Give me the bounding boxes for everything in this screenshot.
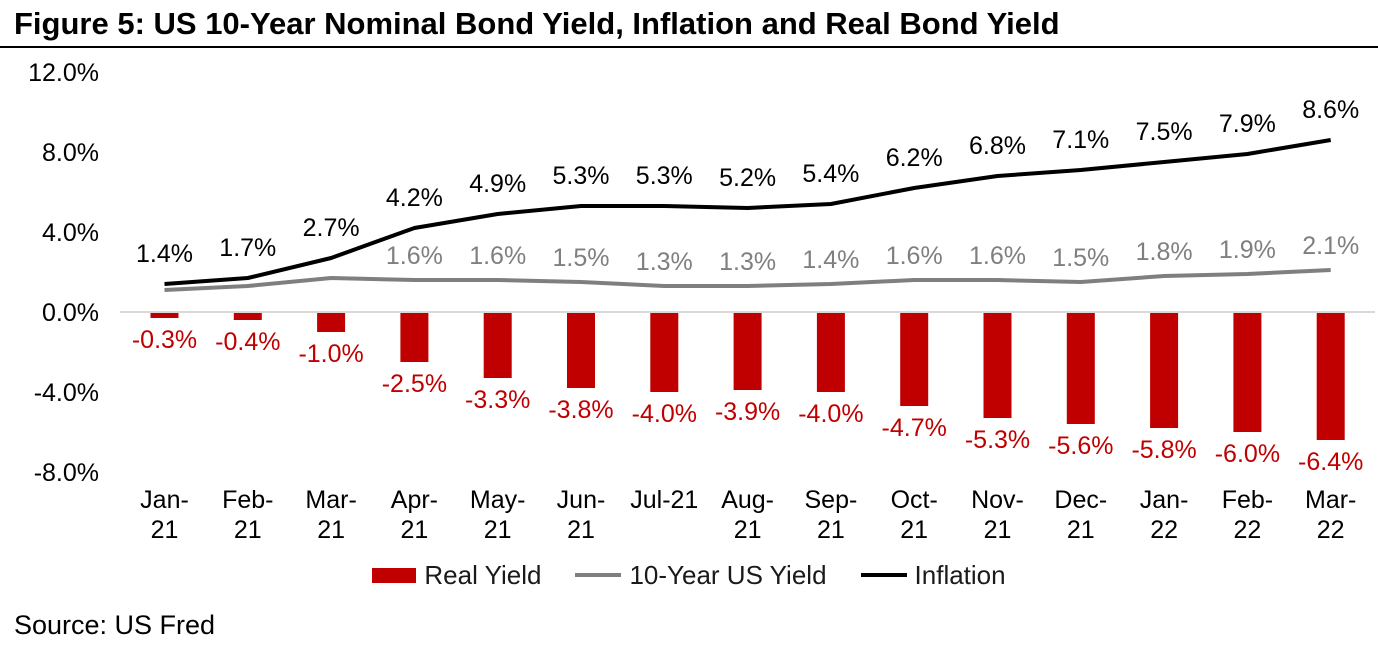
source-caption: Source: US Fred — [14, 610, 216, 640]
legend-label-real-yield: Real Yield — [424, 559, 542, 590]
inflation-data-label: 8.6% — [1302, 96, 1359, 124]
x-tick-label: Mar-21 — [305, 486, 356, 544]
real-yield-data-label: -1.0% — [298, 340, 363, 368]
bar-real-yield — [483, 312, 512, 378]
title-underline-rule — [0, 46, 1378, 48]
nominal-data-label: 1.6% — [469, 242, 526, 270]
chart-legend: Real Yield 10-Year US Yield Inflation — [0, 558, 1378, 592]
inflation-data-label: 1.7% — [219, 234, 276, 262]
nominal-data-label: 1.5% — [1052, 244, 1109, 272]
bar-real-yield — [816, 312, 845, 392]
real-yield-data-label: -6.0% — [1215, 440, 1280, 468]
nominal-data-label: 1.6% — [886, 242, 943, 270]
x-tick-label: Aug-21 — [721, 486, 774, 544]
real-yield-data-label: -4.0% — [798, 400, 863, 428]
x-tick-label: Feb-22 — [1222, 486, 1273, 544]
real-yield-data-label: -4.7% — [882, 414, 947, 442]
real-yield-data-label: -5.8% — [1131, 436, 1196, 464]
real-yield-data-label: -3.8% — [548, 396, 613, 424]
x-tick-label: Jan-22 — [1140, 486, 1189, 544]
x-tick-label: Jan-21 — [140, 486, 189, 544]
bar-real-yield — [150, 312, 179, 318]
real-yield-swatch-icon — [372, 567, 417, 583]
y-tick-label: 0.0% — [42, 299, 99, 327]
inflation-data-label: 7.1% — [1052, 126, 1109, 154]
y-tick-label: 8.0% — [42, 139, 99, 167]
x-tick-label: Dec-21 — [1054, 486, 1107, 544]
bar-real-yield — [317, 312, 346, 332]
real-yield-data-label: -3.9% — [715, 398, 780, 426]
inflation-data-label: 4.9% — [469, 170, 526, 198]
y-tick-label: -8.0% — [34, 459, 99, 487]
real-yield-data-label: -0.4% — [215, 328, 280, 356]
bar-real-yield — [650, 312, 679, 392]
x-tick-label: Oct-21 — [891, 486, 938, 544]
bar-real-yield — [900, 312, 929, 406]
inflation-data-label: 5.3% — [636, 162, 693, 190]
nominal-data-label: 1.5% — [553, 244, 610, 272]
nominal-data-label: 2.1% — [1302, 232, 1359, 260]
real-yield-data-label: -3.3% — [465, 386, 530, 414]
inflation-data-label: 2.7% — [303, 214, 360, 242]
nominal-data-label: 1.6% — [386, 242, 443, 270]
inflation-line — [164, 138, 1332, 286]
nominal-data-label: 1.4% — [802, 246, 859, 274]
x-tick-label: May-21 — [470, 486, 526, 544]
real-yield-data-label: -5.6% — [1048, 432, 1113, 460]
nominal-yield-line — [164, 268, 1331, 292]
inflation-data-label: 5.2% — [719, 164, 776, 192]
bar-real-yield — [1150, 312, 1179, 428]
legend-item-inflation: Inflation — [860, 559, 1006, 591]
y-tick-label: 12.0% — [28, 59, 99, 87]
bar-real-yield — [1233, 312, 1262, 432]
legend-label-nominal-yield: 10-Year US Yield — [629, 559, 827, 590]
y-tick-label: -4.0% — [34, 379, 99, 407]
x-tick-label: Jul-21 — [630, 486, 698, 514]
y-tick-label: 4.0% — [42, 219, 99, 247]
inflation-data-label: 1.4% — [136, 240, 193, 268]
nominal-yield-line-icon — [575, 573, 622, 577]
bar-real-yield — [983, 312, 1012, 418]
legend-label-inflation: Inflation — [914, 559, 1006, 590]
bar-real-yield — [567, 312, 595, 388]
real-yield-data-label: -2.5% — [382, 370, 447, 398]
inflation-data-label: 6.8% — [969, 132, 1026, 160]
real-yield-data-label: -6.4% — [1298, 448, 1363, 476]
legend-item-nominal-yield: 10-Year US Yield — [575, 559, 827, 591]
bar-real-yield — [1066, 312, 1095, 424]
x-tick-label: Mar-22 — [1305, 486, 1356, 544]
nominal-data-label: 1.3% — [719, 248, 776, 276]
nominal-data-label: 1.3% — [636, 248, 693, 276]
inflation-line-icon — [860, 573, 907, 577]
chart-title: Figure 5: US 10-Year Nominal Bond Yield,… — [14, 6, 1060, 41]
x-tick-label: Apr-21 — [391, 486, 438, 544]
real-yield-data-label: -0.3% — [132, 326, 197, 354]
inflation-data-label: 7.5% — [1136, 118, 1193, 146]
nominal-data-label: 1.8% — [1136, 238, 1193, 266]
inflation-data-label: 4.2% — [386, 184, 443, 212]
inflation-data-label: 5.3% — [553, 162, 610, 190]
real-yield-data-label: -5.3% — [965, 426, 1030, 454]
nominal-data-label: 1.6% — [969, 242, 1026, 270]
bar-real-yield — [233, 312, 262, 320]
bar-real-yield — [733, 312, 762, 390]
bar-real-yield — [400, 312, 429, 362]
real-yield-data-label: -4.0% — [632, 400, 697, 428]
x-tick-label: Nov-21 — [971, 486, 1024, 544]
inflation-data-label: 6.2% — [886, 144, 943, 172]
x-tick-label: Jun-21 — [557, 486, 606, 544]
inflation-data-label: 7.9% — [1219, 110, 1276, 138]
legend-item-real-yield: Real Yield — [372, 560, 541, 591]
inflation-data-label: 5.4% — [802, 160, 859, 188]
nominal-data-label: 1.9% — [1219, 236, 1276, 264]
bar-real-yield — [1316, 312, 1345, 440]
x-tick-label: Feb-21 — [222, 486, 273, 544]
x-tick-label: Sep-21 — [804, 486, 857, 544]
